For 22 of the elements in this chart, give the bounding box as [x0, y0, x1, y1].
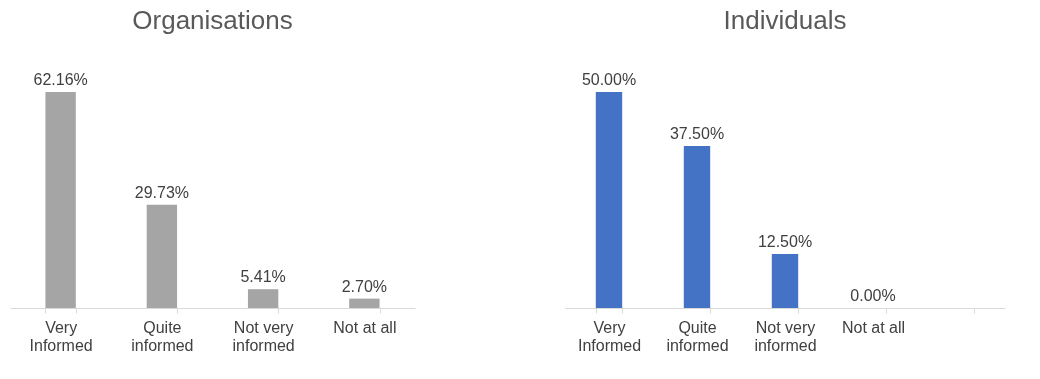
data-label: 29.73%	[134, 183, 190, 201]
chart-title: Organisations	[132, 5, 293, 35]
x-tick-label: Quite informed	[131, 318, 194, 354]
data-label: 62.16%	[33, 71, 88, 88]
data-label: 37.50%	[669, 125, 725, 142]
x-tick-label: Very Informed	[577, 318, 642, 354]
x-tick-label: Quite informed	[666, 318, 729, 354]
bar	[247, 289, 279, 308]
data-label: 5.41%	[240, 268, 286, 286]
data-label: 12.50%	[757, 233, 813, 250]
x-tick-label: Not very informed	[232, 318, 295, 354]
data-label: 0.00%	[850, 287, 896, 304]
data-label: 2.70%	[341, 277, 388, 295]
data-label: 50.00%	[581, 71, 637, 88]
chart-title: Individuals	[723, 5, 847, 35]
x-tick-label: Very Informed	[29, 318, 93, 354]
x-tick-label: Not very informed	[754, 318, 817, 354]
bar	[45, 92, 76, 308]
x-tick-label: Not at all	[841, 318, 906, 336]
bar	[146, 204, 178, 308]
x-tick-label: Not at all	[333, 318, 397, 336]
bar	[349, 298, 380, 308]
